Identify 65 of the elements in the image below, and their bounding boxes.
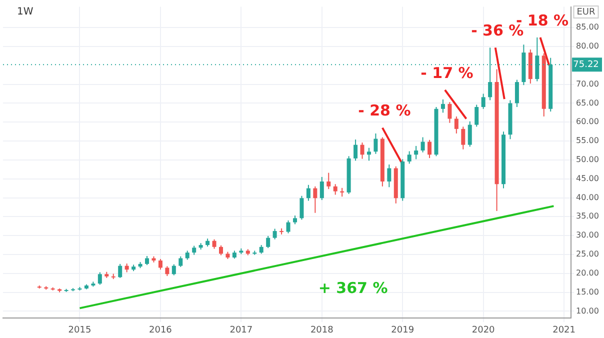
y-tick-label: 15.00	[576, 287, 599, 296]
y-tick-label: 10.00	[576, 306, 599, 316]
x-tick-label: 2016	[149, 326, 172, 336]
candlestick	[313, 186, 318, 214]
candlestick	[118, 263, 122, 278]
candlestick	[448, 102, 452, 124]
candlestick	[514, 79, 519, 108]
x-tick-label: 2019	[391, 326, 414, 336]
y-tick-label: 40.00	[576, 192, 599, 202]
candlestick	[333, 184, 338, 196]
y-tick-label: 45.00	[576, 174, 599, 183]
x-tick-label: 2018	[310, 326, 334, 336]
candlestick	[145, 255, 150, 266]
x-tick-label: 2021	[552, 326, 576, 336]
candlestick	[387, 164, 392, 188]
x-tick-label: 2017	[230, 326, 253, 336]
candlestick	[272, 228, 277, 240]
series-label: - 17 %	[420, 64, 474, 82]
candlestick	[481, 93, 486, 110]
candlestick	[454, 116, 458, 134]
x-tick-label: 2020	[472, 326, 496, 336]
candlestick	[306, 184, 310, 202]
candlestick	[98, 272, 102, 286]
candlestick	[354, 139, 358, 162]
y-tick-label: 85.00	[576, 22, 599, 32]
y-tick-label: 80.00	[576, 42, 599, 51]
candlestick	[172, 264, 176, 276]
candlestick	[286, 220, 290, 234]
series-label: - 28 %	[358, 102, 411, 120]
y-tick-label: 30.00	[576, 230, 599, 240]
y-tick-label: 55.00	[576, 136, 599, 146]
candlestick	[185, 250, 190, 260]
candlestick	[300, 195, 304, 220]
y-tick-label: 50.00	[576, 155, 599, 164]
candlestick	[326, 172, 331, 190]
candlestick	[374, 132, 378, 154]
ref-line-label: 75.22	[573, 60, 599, 70]
candlestick	[218, 244, 223, 256]
y-tick-label: 35.00	[576, 212, 599, 221]
candlestick	[212, 238, 216, 250]
candlestick	[428, 139, 432, 159]
candlestick	[320, 176, 324, 201]
candlestick	[360, 142, 364, 160]
y-tick-label: 60.00	[576, 117, 599, 126]
y-tick-label: 20.00	[576, 268, 599, 278]
candlestick	[407, 150, 412, 164]
y-tick-label: 65.00	[576, 98, 599, 108]
y-tick-label: 25.00	[576, 250, 599, 259]
series-label: + 367 %	[318, 279, 388, 298]
x-tick-label: 2015	[68, 326, 92, 336]
candlestick	[266, 235, 270, 249]
candlestick	[178, 256, 183, 268]
candlestick	[474, 104, 479, 128]
candlestick	[165, 266, 170, 277]
candlestick	[366, 147, 371, 162]
candlestick	[414, 145, 418, 160]
text: EUR	[576, 7, 596, 18]
y-tick-label: 70.00	[576, 79, 599, 88]
chart-title: 1W	[17, 6, 34, 18]
candlestick	[461, 126, 466, 150]
candlestick	[468, 120, 472, 148]
candlestick	[192, 245, 196, 256]
candlestick	[440, 98, 445, 114]
candlestick	[158, 258, 162, 270]
candlestick	[420, 136, 425, 153]
